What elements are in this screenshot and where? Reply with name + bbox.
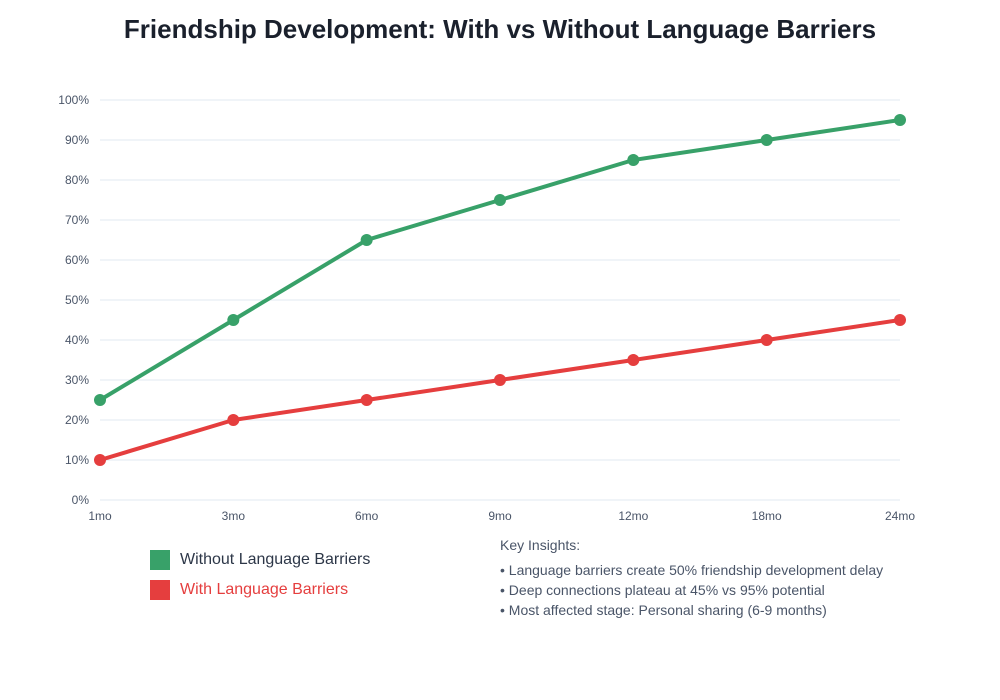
legend-label: Without Language Barriers <box>180 551 371 568</box>
insights-heading: Key Insights: <box>500 537 581 553</box>
chart-title: Friendship Development: With vs Without … <box>123 14 877 44</box>
x-tick-label: 12mo <box>618 509 648 523</box>
x-tick-label: 9mo <box>488 509 512 523</box>
data-point <box>494 194 506 206</box>
data-point <box>360 394 373 406</box>
legend: Without Language Barriers With Language … <box>150 550 370 610</box>
data-point <box>894 114 906 126</box>
y-tick-label: 80% <box>65 173 89 187</box>
y-tick-label: 40% <box>65 333 89 347</box>
data-point <box>760 334 773 346</box>
legend-label: With Language Barriers <box>180 581 349 598</box>
y-tick-label: 60% <box>65 253 89 267</box>
insight-item: • Language barriers create 50% friendshi… <box>500 562 884 578</box>
y-tick-label: 30% <box>65 373 89 387</box>
data-point <box>94 454 106 466</box>
legend-swatch-red <box>150 580 170 600</box>
insight-item: • Deep connections plateau at 45% vs 95%… <box>500 582 825 598</box>
x-tick-label: 6mo <box>355 509 379 523</box>
data-point <box>894 314 906 326</box>
y-tick-label: 100% <box>58 93 89 107</box>
key-insights: Key Insights: • Language barriers create… <box>500 537 883 622</box>
x-tick-label: 1mo <box>88 509 112 523</box>
x-tick-label: 24mo <box>885 509 915 523</box>
series-line-1 <box>99 318 901 462</box>
y-tick-label: 10% <box>65 453 89 467</box>
data-point <box>760 134 773 146</box>
data-point <box>227 314 240 326</box>
data-point <box>360 234 373 246</box>
data-point <box>494 374 506 386</box>
y-tick-label: 50% <box>65 293 89 307</box>
y-tick-label: 90% <box>65 133 89 147</box>
insight-item: • Most affected stage: Personal sharing … <box>500 602 827 618</box>
legend-item-without: Without Language Barriers <box>150 550 370 570</box>
x-tick-label: 18mo <box>752 509 782 523</box>
y-tick-label: 70% <box>65 213 89 227</box>
data-point <box>627 354 640 366</box>
data-point <box>627 154 640 166</box>
data-point <box>227 414 240 426</box>
x-tick-label: 3mo <box>222 509 246 523</box>
legend-item-with: With Language Barriers <box>150 580 370 600</box>
y-tick-label: 0% <box>72 493 90 507</box>
legend-swatch-green <box>150 550 170 570</box>
y-tick-label: 20% <box>65 413 89 427</box>
data-point <box>94 394 106 406</box>
